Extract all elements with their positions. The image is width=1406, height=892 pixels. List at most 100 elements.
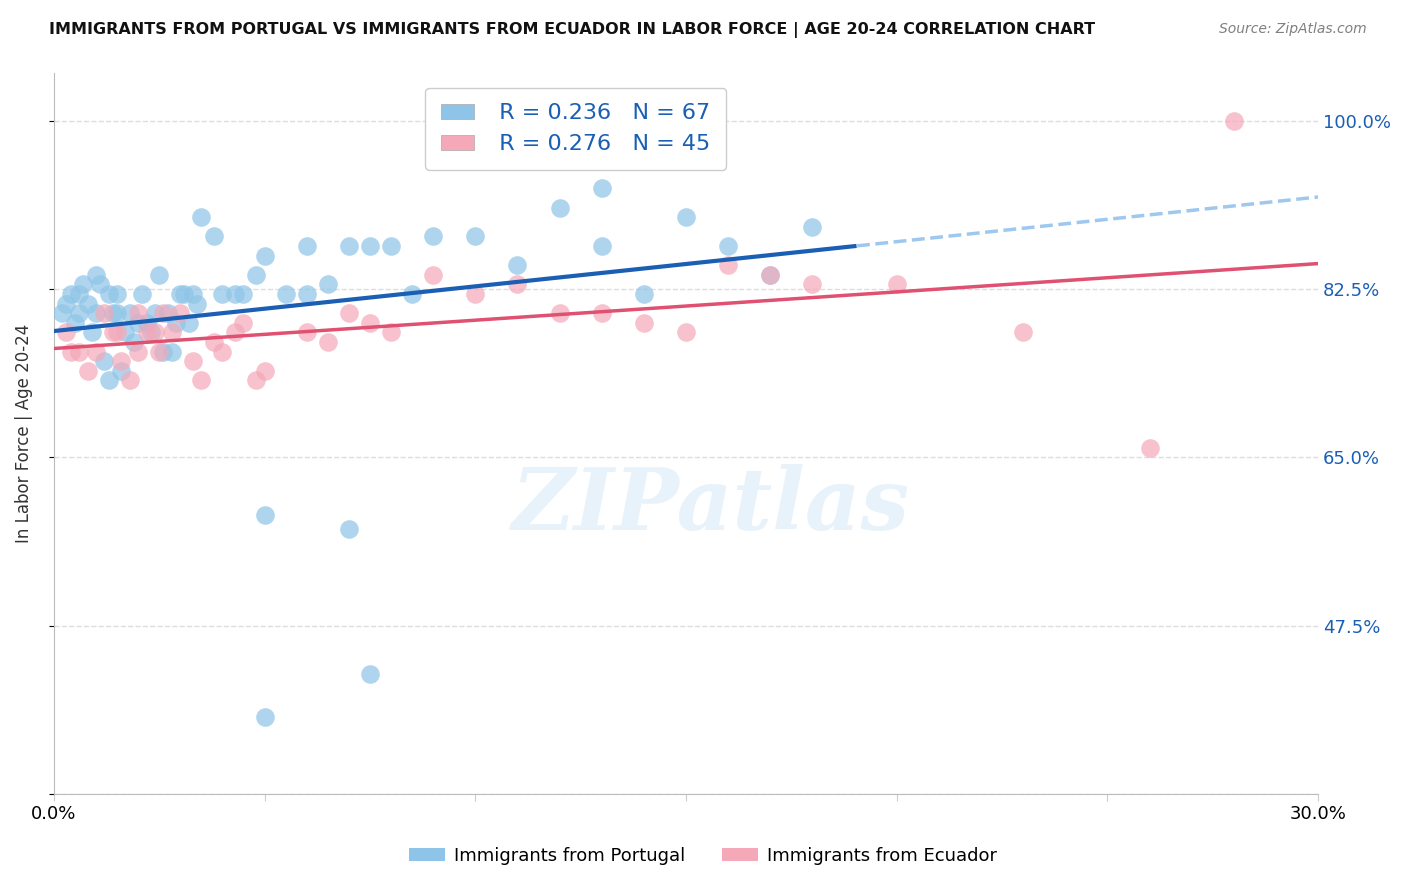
Point	[67, 287, 90, 301]
Point	[97, 287, 120, 301]
Point	[105, 326, 128, 340]
Point	[675, 210, 697, 224]
Point	[148, 344, 170, 359]
Point	[224, 326, 246, 340]
Point	[591, 181, 613, 195]
Point	[165, 316, 187, 330]
Point	[253, 248, 276, 262]
Point	[72, 277, 94, 292]
Point	[359, 316, 381, 330]
Point	[59, 287, 82, 301]
Point	[105, 306, 128, 320]
Point	[359, 239, 381, 253]
Point	[380, 326, 402, 340]
Point	[232, 316, 254, 330]
Point	[548, 201, 571, 215]
Point	[105, 287, 128, 301]
Point	[169, 287, 191, 301]
Point	[464, 287, 486, 301]
Point	[84, 306, 107, 320]
Point	[67, 306, 90, 320]
Point	[152, 344, 174, 359]
Point	[295, 287, 318, 301]
Point	[97, 374, 120, 388]
Point	[633, 287, 655, 301]
Point	[591, 306, 613, 320]
Legend: Immigrants from Portugal, Immigrants from Ecuador: Immigrants from Portugal, Immigrants fro…	[402, 840, 1004, 872]
Point	[1139, 441, 1161, 455]
Point	[245, 374, 267, 388]
Point	[633, 316, 655, 330]
Point	[202, 334, 225, 349]
Point	[127, 316, 149, 330]
Point	[127, 306, 149, 320]
Point	[181, 354, 204, 368]
Point	[337, 523, 360, 537]
Point	[591, 239, 613, 253]
Point	[422, 229, 444, 244]
Point	[131, 287, 153, 301]
Point	[464, 229, 486, 244]
Point	[801, 219, 824, 234]
Point	[1012, 326, 1035, 340]
Point	[211, 287, 233, 301]
Point	[548, 306, 571, 320]
Point	[160, 326, 183, 340]
Point	[232, 287, 254, 301]
Point	[148, 268, 170, 282]
Point	[51, 306, 73, 320]
Point	[122, 334, 145, 349]
Point	[89, 277, 111, 292]
Point	[93, 306, 115, 320]
Point	[177, 316, 200, 330]
Point	[422, 268, 444, 282]
Point	[190, 374, 212, 388]
Point	[675, 326, 697, 340]
Point	[127, 344, 149, 359]
Point	[101, 306, 124, 320]
Point	[135, 326, 157, 340]
Point	[156, 306, 179, 320]
Point	[337, 239, 360, 253]
Point	[76, 364, 98, 378]
Text: IMMIGRANTS FROM PORTUGAL VS IMMIGRANTS FROM ECUADOR IN LABOR FORCE | AGE 20-24 C: IMMIGRANTS FROM PORTUGAL VS IMMIGRANTS F…	[49, 22, 1095, 38]
Point	[55, 296, 77, 310]
Point	[118, 374, 141, 388]
Point	[316, 334, 339, 349]
Point	[110, 364, 132, 378]
Point	[67, 344, 90, 359]
Point	[84, 268, 107, 282]
Point	[211, 344, 233, 359]
Point	[63, 316, 86, 330]
Point	[110, 354, 132, 368]
Point	[76, 296, 98, 310]
Point	[135, 316, 157, 330]
Text: ZIPatlas: ZIPatlas	[512, 464, 910, 547]
Point	[359, 666, 381, 681]
Point	[186, 296, 208, 310]
Point	[316, 277, 339, 292]
Point	[118, 306, 141, 320]
Point	[245, 268, 267, 282]
Point	[717, 239, 740, 253]
Point	[274, 287, 297, 301]
Point	[295, 239, 318, 253]
Legend:   R = 0.236   N = 67,   R = 0.276   N = 45: R = 0.236 N = 67, R = 0.276 N = 45	[425, 87, 725, 169]
Point	[759, 268, 782, 282]
Point	[143, 326, 166, 340]
Point	[55, 326, 77, 340]
Point	[190, 210, 212, 224]
Point	[152, 306, 174, 320]
Point	[59, 344, 82, 359]
Point	[143, 306, 166, 320]
Point	[380, 239, 402, 253]
Text: Source: ZipAtlas.com: Source: ZipAtlas.com	[1219, 22, 1367, 37]
Point	[401, 287, 423, 301]
Point	[506, 277, 529, 292]
Point	[886, 277, 908, 292]
Point	[93, 354, 115, 368]
Point	[253, 710, 276, 724]
Point	[224, 287, 246, 301]
Point	[160, 344, 183, 359]
Point	[80, 326, 103, 340]
